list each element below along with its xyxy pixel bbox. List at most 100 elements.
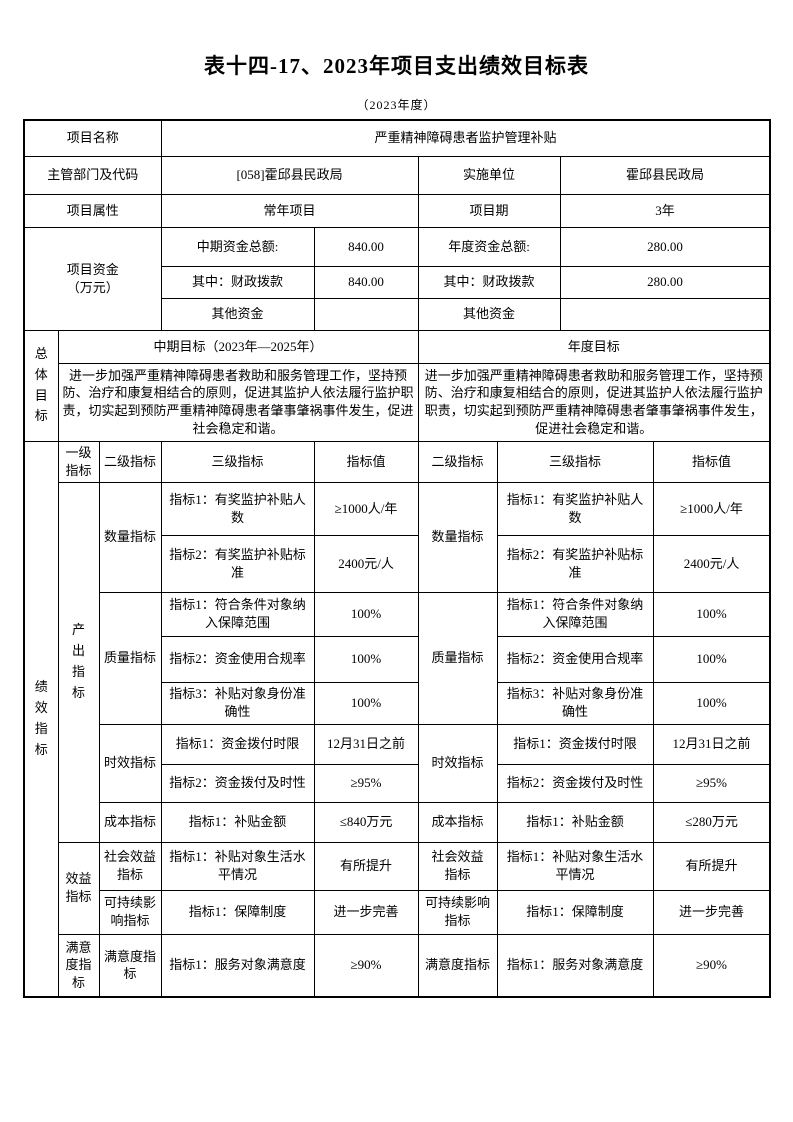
attribute-label: 项目属性 bbox=[23, 193, 162, 228]
project-name-label: 项目名称 bbox=[23, 119, 162, 157]
level2-social-year: 社会效益 指标 bbox=[417, 841, 498, 891]
level2-cost-mid: 成本指标 bbox=[98, 801, 162, 843]
project-name-value: 严重精神障碍患者监护管理补贴 bbox=[160, 119, 771, 157]
year-fiscal-value: 280.00 bbox=[559, 265, 771, 299]
year-total-label: 年度资金总额: bbox=[417, 226, 561, 267]
level2-satisfaction-year: 满意度指标 bbox=[417, 933, 498, 998]
indicator-name-cell: 指标1：有奖监护补贴人数 bbox=[496, 481, 654, 536]
mid-other-value bbox=[313, 297, 419, 331]
indicator-name-cell: 指标2：资金拨付及时性 bbox=[496, 763, 654, 803]
indicator-name-cell: 指标1：符合条件对象纳入保障范围 bbox=[496, 591, 654, 637]
row-cost: 成本指标 指标1：补贴金额 ≤840万元 成本指标 指标1：补贴金额 ≤280万… bbox=[24, 801, 771, 843]
year-other-label: 其他资金 bbox=[417, 297, 561, 331]
header-level3-year: 三级指标 bbox=[496, 440, 654, 483]
header-level2-mid: 二级指标 bbox=[98, 440, 162, 483]
level2-quantity-mid: 数量指标 bbox=[98, 481, 162, 593]
row-sustainability: 可持续影 响指标 指标1：保障制度 进一步完善 可持续影响 指标 指标1：保障制… bbox=[24, 889, 771, 935]
indicator-value-cell: ≤840万元 bbox=[313, 801, 419, 843]
indicator-name-cell: 指标1：服务对象满意度 bbox=[496, 933, 654, 998]
row-attribute: 项目属性 常年项目 项目期 3年 bbox=[23, 193, 771, 228]
indicator-name-cell: 指标1：符合条件对象纳入保障范围 bbox=[160, 591, 315, 637]
mid-fiscal-label: 其中：财政拨款 bbox=[160, 265, 315, 299]
header-level2-year: 二级指标 bbox=[417, 440, 498, 483]
indicator-value-cell: ≥95% bbox=[313, 763, 419, 803]
indicator-value-cell: 12月31日之前 bbox=[313, 723, 419, 765]
indicator-name-cell: 指标1：资金拨付时限 bbox=[160, 723, 315, 765]
level1-satisfaction: 满意 度指 标 bbox=[57, 933, 100, 998]
indicator-value-cell: ≥1000人/年 bbox=[652, 481, 771, 536]
row-goal-header: 总体目标 中期目标（2023年—2025年） 年度目标 bbox=[23, 329, 771, 442]
overall-goal-label: 总体目标 bbox=[23, 329, 59, 442]
indicator-value-cell: 进一步完善 bbox=[313, 889, 419, 935]
header-value-mid: 指标值 bbox=[313, 440, 419, 483]
year-total-value: 280.00 bbox=[559, 226, 771, 267]
row-quality-1: 质量指标 指标1：符合条件对象纳入保障范围 100% 质量指标 指标1：符合条件… bbox=[24, 591, 771, 725]
header-level3-mid: 三级指标 bbox=[160, 440, 315, 483]
row-timeliness-1: 时效指标 指标1：资金拨付时限 12月31日之前 时效指标 指标1：资金拨付时限… bbox=[24, 723, 771, 803]
indicator-value-cell: ≥90% bbox=[652, 933, 771, 998]
mid-goal-text: 进一步加强严重精神障碍患者救助和服务管理工作，坚持预防、治疗和康复相结合的原则，… bbox=[57, 362, 419, 442]
row-quantity-1: 产出指标 数量指标 指标1：有奖监护补贴人数 ≥1000人/年 数量指标 指标1… bbox=[24, 481, 771, 843]
performance-target-table: 项目名称 严重精神障碍患者监护管理补贴 主管部门及代码 [058]霍邱县民政局 … bbox=[23, 119, 772, 998]
perf-indicator-label: 绩效指标 bbox=[23, 440, 59, 998]
row-funding-other: 其他资金 其他资金 bbox=[24, 297, 771, 331]
level2-quality-mid: 质量指标 bbox=[98, 591, 162, 725]
indicator-value-cell: 100% bbox=[313, 635, 419, 683]
impl-unit-label: 实施单位 bbox=[417, 155, 561, 195]
indicator-name-cell: 指标2：资金使用合规率 bbox=[160, 635, 315, 683]
indicator-value-cell: 100% bbox=[652, 635, 771, 683]
indicator-name-cell: 指标1：资金拨付时限 bbox=[496, 723, 654, 765]
department-value: [058]霍邱县民政局 bbox=[160, 155, 419, 195]
funding-label: 项目资金 （万元） bbox=[23, 226, 162, 331]
indicator-name-cell: 指标2：资金拨付及时性 bbox=[160, 763, 315, 803]
mid-goal-header: 中期目标（2023年—2025年） bbox=[57, 329, 419, 364]
indicator-name-cell: 指标1：保障制度 bbox=[160, 889, 315, 935]
indicator-name-cell: 指标1：补贴对象生活水平情况 bbox=[496, 841, 654, 891]
year-goal-header: 年度目标 bbox=[417, 329, 771, 364]
indicator-value-cell: 有所提升 bbox=[652, 841, 771, 891]
row-quality-3: 指标3：补贴对象身份准确性 100% 指标3：补贴对象身份准确性 100% bbox=[24, 681, 771, 725]
page-subtitle: （2023年度） bbox=[356, 98, 437, 112]
department-label: 主管部门及代码 bbox=[23, 155, 162, 195]
indicator-name-cell: 指标3：补贴对象身份准确性 bbox=[160, 681, 315, 725]
indicator-value-cell: 进一步完善 bbox=[652, 889, 771, 935]
row-funding-total: 项目资金 （万元） 中期资金总额: 840.00 年度资金总额: 280.00 bbox=[23, 226, 771, 331]
level1-output: 产出指标 bbox=[57, 481, 100, 843]
row-goal-text: 进一步加强严重精神障碍患者救助和服务管理工作，坚持预防、治疗和康复相结合的原则，… bbox=[24, 362, 771, 442]
year-goal-text: 进一步加强严重精神障碍患者救助和服务管理工作，坚持预防、治疗和康复相结合的原则，… bbox=[417, 362, 771, 442]
page-title: 表十四-17、2023年项目支出绩效目标表 bbox=[204, 54, 589, 78]
indicator-name-cell: 指标1：补贴金额 bbox=[160, 801, 315, 843]
indicator-name-cell: 指标1：服务对象满意度 bbox=[160, 933, 315, 998]
mid-other-label: 其他资金 bbox=[160, 297, 315, 331]
period-value: 3年 bbox=[559, 193, 771, 228]
row-project-name: 项目名称 严重精神障碍患者监护管理补贴 bbox=[23, 119, 771, 157]
level2-quantity-year: 数量指标 bbox=[417, 481, 498, 593]
indicator-name-cell: 指标2：有奖监护补贴标准 bbox=[496, 534, 654, 593]
level2-satisfaction-mid: 满意度指 标 bbox=[98, 933, 162, 998]
indicator-name-cell: 指标1：补贴对象生活水平情况 bbox=[160, 841, 315, 891]
row-satisfaction: 满意 度指 标 满意度指 标 指标1：服务对象满意度 ≥90% 满意度指标 指标… bbox=[24, 933, 771, 998]
indicator-value-cell: 2400元/人 bbox=[313, 534, 419, 593]
indicator-name-cell: 指标3：补贴对象身份准确性 bbox=[496, 681, 654, 725]
indicator-value-cell: ≥90% bbox=[313, 933, 419, 998]
indicator-value-cell: 有所提升 bbox=[313, 841, 419, 891]
indicator-value-cell: 2400元/人 bbox=[652, 534, 771, 593]
indicator-name-cell: 指标2：有奖监护补贴标准 bbox=[160, 534, 315, 593]
mid-total-label: 中期资金总额: bbox=[160, 226, 315, 267]
row-social-benefit: 效益指标 社会效益 指标 指标1：补贴对象生活水平情况 有所提升 社会效益 指标… bbox=[24, 841, 771, 935]
level2-sustain-year: 可持续影响 指标 bbox=[417, 889, 498, 935]
indicator-name-cell: 指标1：补贴金额 bbox=[496, 801, 654, 843]
level2-cost-year: 成本指标 bbox=[417, 801, 498, 843]
level2-timeliness-mid: 时效指标 bbox=[98, 723, 162, 803]
row-quality-2: 指标2：资金使用合规率 100% 指标2：资金使用合规率 100% bbox=[24, 635, 771, 683]
indicator-value-cell: ≥95% bbox=[652, 763, 771, 803]
year-other-value bbox=[559, 297, 771, 331]
level1-benefit: 效益指标 bbox=[57, 841, 100, 935]
indicator-name-cell: 指标2：资金使用合规率 bbox=[496, 635, 654, 683]
row-funding-fiscal: 其中：财政拨款 840.00 其中：财政拨款 280.00 bbox=[24, 265, 771, 299]
indicator-value-cell: 100% bbox=[313, 681, 419, 725]
indicator-value-cell: 100% bbox=[652, 591, 771, 637]
level2-sustain-mid: 可持续影 响指标 bbox=[98, 889, 162, 935]
indicator-value-cell: 100% bbox=[652, 681, 771, 725]
